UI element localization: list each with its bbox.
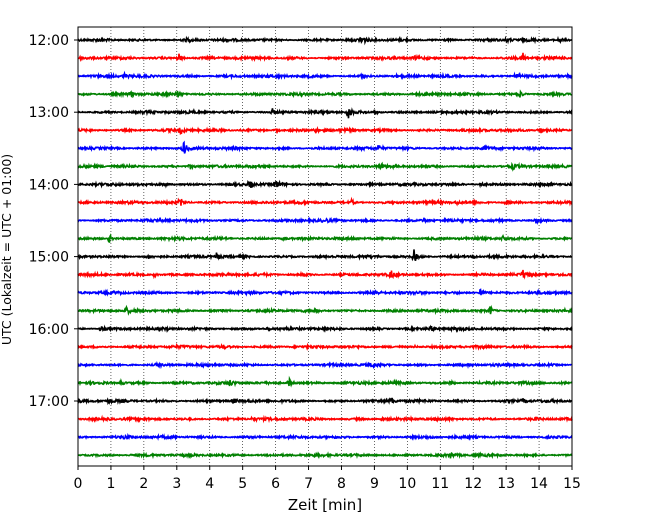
x-tick-label: 9 xyxy=(370,476,379,492)
x-tick-label: 12 xyxy=(464,476,482,492)
y-axis-ticks: 12:00 13:00 14:00 15:00 16:00 17:00 xyxy=(29,33,78,410)
trace-1615 xyxy=(77,342,573,351)
trace-1415 xyxy=(77,196,573,207)
y-tick-label: 16:00 xyxy=(29,322,69,338)
y-tick-label: 13:00 xyxy=(29,105,69,121)
x-tick-label: 14 xyxy=(530,476,548,492)
y-axis-label: UTC (Lokalzeit = UTC + 01:00) xyxy=(0,154,14,345)
trace-1215 xyxy=(77,52,573,63)
y-tick-label: 14:00 xyxy=(29,177,69,193)
trace-1515 xyxy=(77,269,573,280)
x-tick-label: 13 xyxy=(497,476,515,492)
x-axis-label: Zeit [min] xyxy=(288,496,362,514)
trace-1330 xyxy=(77,140,573,154)
x-tick-label: 11 xyxy=(431,476,449,492)
trace-1715 xyxy=(77,414,573,424)
trace-1500 xyxy=(77,249,573,262)
x-tick-label: 3 xyxy=(172,476,181,492)
x-tick-label: 2 xyxy=(139,476,148,492)
x-tick-label: 4 xyxy=(205,476,214,492)
trace-1530 xyxy=(77,288,573,297)
plot-frame xyxy=(77,26,573,467)
trace-1545 xyxy=(77,304,573,316)
trace-1245 xyxy=(77,89,573,99)
trace-1400 xyxy=(77,179,573,189)
trace-1600 xyxy=(77,324,573,334)
trace-1700 xyxy=(77,396,573,406)
trace-1445 xyxy=(77,233,573,243)
x-tick-label: 1 xyxy=(106,476,115,492)
x-tick-label: 5 xyxy=(238,476,247,492)
x-tick-label: 6 xyxy=(271,476,280,492)
trace-1645 xyxy=(77,375,573,388)
y-tick-label: 15:00 xyxy=(29,250,69,266)
x-axis-ticks: 0 1 2 3 4 5 6 7 8 9 10 11 12 13 14 15 xyxy=(74,466,581,492)
trace-1630 xyxy=(77,360,573,370)
x-tick-label: 15 xyxy=(563,476,581,492)
y-tick-label: 12:00 xyxy=(29,33,69,49)
trace-1230 xyxy=(77,70,573,81)
y-tick-label: 17:00 xyxy=(29,394,69,410)
trace-1200 xyxy=(77,35,573,46)
trace-1345 xyxy=(77,161,573,172)
trace-1430 xyxy=(77,216,573,226)
trace-1315 xyxy=(77,126,573,135)
x-tick-label: 7 xyxy=(304,476,313,492)
trace-1730 xyxy=(77,432,573,442)
trace-1745 xyxy=(77,451,573,460)
trace-1300 xyxy=(77,107,573,119)
traces-layer xyxy=(77,35,573,460)
x-tick-label: 0 xyxy=(74,476,83,492)
x-tick-label: 10 xyxy=(398,476,416,492)
x-tick-label: 8 xyxy=(337,476,346,492)
grid-layer xyxy=(110,27,540,466)
